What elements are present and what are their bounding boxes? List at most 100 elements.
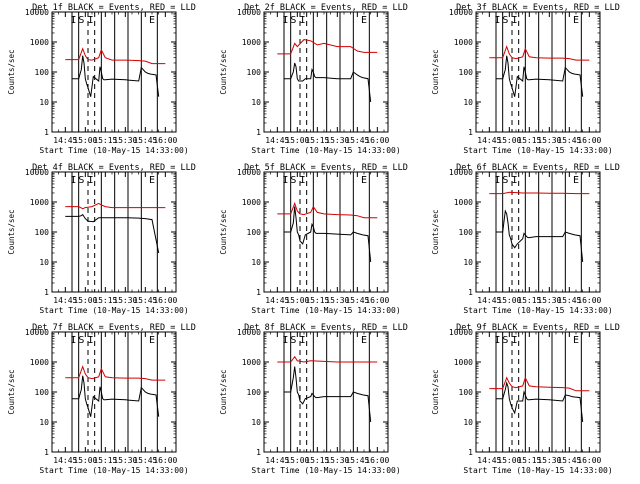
- lld-series-line: [65, 365, 166, 381]
- x-tick-label: 15:45: [345, 136, 369, 145]
- x-tick-label: 15:45: [345, 456, 369, 465]
- y-tick-label: 1000: [30, 358, 49, 367]
- y-tick-label: 10: [463, 418, 473, 427]
- x-tick-label: 15:15: [93, 136, 117, 145]
- x-tick-label: 14:45: [53, 296, 77, 305]
- x-tick-label: 14:45: [53, 456, 77, 465]
- y-tick-label: 100: [247, 228, 262, 237]
- y-tick-label: 100: [35, 388, 50, 397]
- y-tick-label: 1: [44, 128, 49, 137]
- x-axis-label: Start Time (10-May-15 14:33:00): [39, 306, 188, 315]
- x-tick-label: 15:15: [517, 136, 541, 145]
- interval-marker-letter: I: [70, 335, 76, 346]
- x-tick-label: 14:45: [477, 136, 501, 145]
- x-tick-label: 15:00: [497, 136, 521, 145]
- panel-title: Det 5f BLACK = Events, RED = LLD: [244, 163, 408, 173]
- panel-title: Det 2f BLACK = Events, RED = LLD: [244, 3, 408, 13]
- y-tick-label: 10000: [25, 328, 49, 337]
- y-tick-label: 10000: [449, 328, 473, 337]
- interval-marker-letter: I: [88, 335, 94, 346]
- panel-title: Det 7f BLACK = Events, RED = LLD: [32, 323, 196, 333]
- y-tick-label: 1000: [454, 198, 473, 207]
- x-tick-label: 14:45: [265, 136, 289, 145]
- interval-marker-letter: I: [282, 335, 288, 346]
- detector-panel: 1 10 100 1000 10000 14:4515:0015:1515:3015:45…: [431, 163, 620, 315]
- detector-panel: 1 10 100 1000 10000 14:4515:0015:1515:3015:45…: [431, 323, 620, 475]
- x-tick-label: 15:30: [113, 136, 137, 145]
- y-tick-label: 10000: [237, 328, 261, 337]
- y-tick-label: 10000: [237, 168, 261, 177]
- x-tick-label: 15:30: [537, 296, 561, 305]
- y-tick-label: 1000: [242, 358, 261, 367]
- interval-marker-letter: I: [70, 175, 76, 186]
- y-tick-label: 10: [251, 258, 261, 267]
- y-axis-label: Counts/sec: [219, 49, 228, 94]
- x-tick-label: 16:00: [577, 136, 601, 145]
- y-tick-label: 10: [463, 258, 473, 267]
- x-tick-label: 15:00: [285, 456, 309, 465]
- y-tick-label: 10: [39, 418, 49, 427]
- interval-marker-letter: I: [512, 15, 518, 26]
- events-series-line: [65, 213, 160, 254]
- x-tick-label: 15:30: [325, 136, 349, 145]
- x-tick-label: 15:15: [305, 136, 329, 145]
- y-axis-label: Counts/sec: [7, 49, 16, 94]
- detector-panel: 1 10 100 1000 10000 14:4515:0015:1515:3015:45…: [7, 163, 196, 315]
- y-tick-label: 1000: [30, 38, 49, 47]
- y-tick-label: 10000: [25, 168, 49, 177]
- x-tick-label: 14:45: [53, 136, 77, 145]
- x-tick-label: 15:45: [133, 136, 157, 145]
- lld-series-line: [277, 39, 378, 55]
- x-axis-label: Start Time (10-May-15 14:33:00): [463, 146, 612, 155]
- y-tick-label: 1: [256, 128, 261, 137]
- y-tick-label: 100: [247, 388, 262, 397]
- x-tick-label: 14:45: [265, 456, 289, 465]
- interval-marker-letter: I: [282, 175, 288, 186]
- x-tick-label: 15:15: [305, 296, 329, 305]
- lld-series-line: [489, 191, 590, 195]
- x-tick-label: 15:45: [133, 296, 157, 305]
- detector-panel: 1 10 100 1000 10000 14:4515:0015:1515:3015:45…: [219, 323, 408, 475]
- interval-marker-letter: I: [512, 175, 518, 186]
- events-series-line: [284, 366, 372, 423]
- x-tick-label: 15:45: [557, 296, 581, 305]
- interval-marker-letter: S: [290, 335, 296, 346]
- x-tick-label: 15:30: [113, 456, 137, 465]
- events-series-line: [496, 55, 584, 97]
- interval-marker-letter: E: [361, 335, 367, 346]
- x-tick-label: 14:45: [477, 296, 501, 305]
- x-tick-label: 15:15: [517, 296, 541, 305]
- interval-marker-letter: S: [502, 175, 508, 186]
- y-tick-label: 10: [39, 258, 49, 267]
- y-tick-label: 10: [39, 98, 49, 107]
- y-tick-label: 1: [256, 448, 261, 457]
- y-axis-label: Counts/sec: [431, 369, 440, 414]
- detector-panel: 1 10 100 1000 10000 14:4515:0015:1515:3015:45…: [219, 163, 408, 315]
- x-tick-label: 15:45: [557, 456, 581, 465]
- x-tick-label: 14:45: [477, 456, 501, 465]
- y-axis-label: Counts/sec: [7, 209, 16, 254]
- lld-series-line: [65, 47, 166, 65]
- y-tick-label: 10: [463, 98, 473, 107]
- x-tick-label: 14:45: [265, 296, 289, 305]
- detector-panel: 1 10 100 1000 10000 14:4515:0015:1515:3015:45…: [7, 323, 196, 475]
- x-tick-label: 15:30: [537, 136, 561, 145]
- interval-marker-letter: E: [361, 175, 367, 186]
- x-tick-label: 15:15: [517, 456, 541, 465]
- panel-title: Det 6f BLACK = Events, RED = LLD: [456, 163, 620, 173]
- events-series-line: [284, 206, 372, 263]
- interval-marker-letter: S: [78, 335, 84, 346]
- y-tick-label: 1: [468, 128, 473, 137]
- y-tick-label: 10000: [237, 8, 261, 17]
- interval-marker-letter: I: [282, 15, 288, 26]
- interval-marker-letter: S: [78, 175, 84, 186]
- x-tick-label: 15:30: [325, 456, 349, 465]
- x-tick-label: 15:30: [325, 296, 349, 305]
- x-axis-label: Start Time (10-May-15 14:33:00): [39, 466, 188, 475]
- panel-title: Det 8f BLACK = Events, RED = LLD: [244, 323, 408, 333]
- panel-title: Det 3f BLACK = Events, RED = LLD: [456, 3, 620, 13]
- y-tick-label: 1000: [242, 198, 261, 207]
- interval-marker-letter: I: [494, 335, 500, 346]
- x-tick-label: 15:00: [73, 296, 97, 305]
- events-series-line: [284, 62, 372, 103]
